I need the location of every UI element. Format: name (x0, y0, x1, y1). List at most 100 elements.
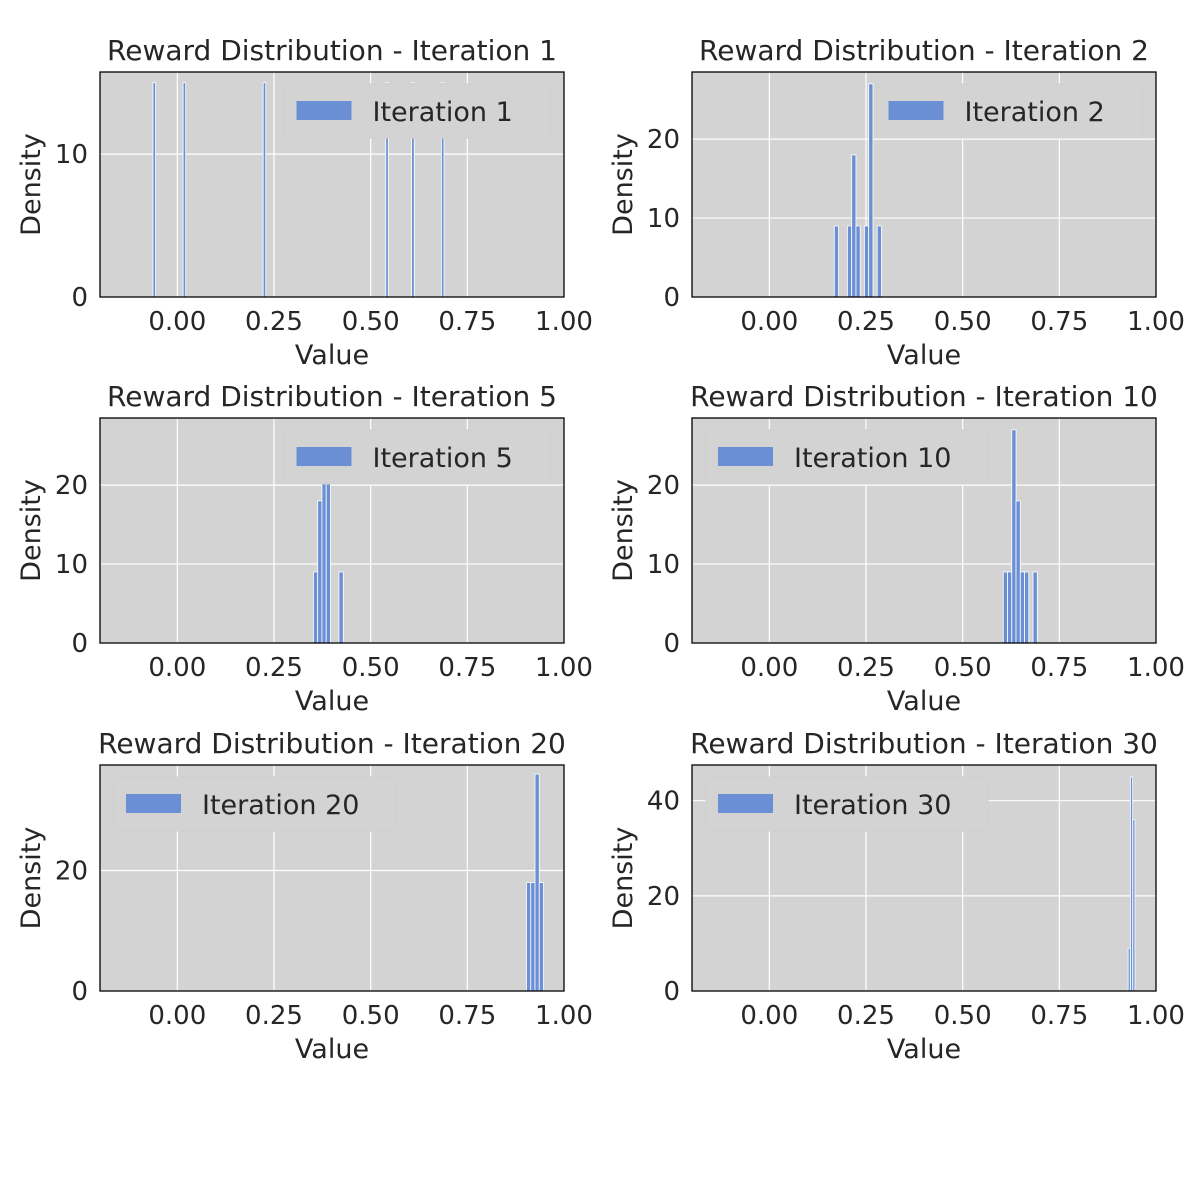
legend-swatch (126, 794, 181, 813)
subplot-4: 0.00 0.25 0.50 0.75 1.00 0 10 20 Value Density Rew… (608, 380, 1185, 717)
x-tick-label: 0.50 (342, 307, 400, 337)
legend-box (705, 776, 989, 832)
histogram-bar (526, 882, 532, 992)
axes-frame (691, 71, 1157, 298)
histogram-bar (338, 571, 344, 644)
x-tick-label: 0.00 (740, 307, 798, 337)
y-tick-label: 0 (663, 629, 680, 659)
y-tick-label: 20 (647, 882, 680, 912)
subplot-2: 0.00 0.25 0.50 0.75 1.00 0 10 20 Value Density Rew… (608, 34, 1185, 371)
subplot-1: 0.00 0.25 0.50 0.75 1.00 0 10 Value Density Rewar… (16, 34, 593, 371)
y-tick-label: 20 (55, 856, 88, 886)
x-tick-label: 0.25 (837, 653, 895, 683)
subplot-5: 0.00 0.25 0.50 0.75 1.00 0 20 Value Density Rewar… (16, 727, 593, 1065)
histogram-bar (313, 571, 319, 644)
x-tick-label: 0.50 (342, 1001, 400, 1031)
axes-frame (99, 71, 565, 298)
x-tick-label: 0.25 (837, 307, 895, 337)
histogram-bar (868, 83, 874, 298)
y-tick-label: 20 (55, 471, 88, 501)
legend-swatch (888, 101, 944, 120)
subplot-title: Reward Distribution - Iteration 5 (107, 380, 557, 413)
axes-frame (691, 417, 1157, 644)
y-tick-label: 10 (55, 140, 88, 170)
legend-swatch (718, 794, 773, 813)
y-tick-label: 0 (663, 283, 680, 313)
x-tick-label: 1.00 (535, 307, 593, 337)
x-tick-label: 0.25 (245, 307, 303, 337)
y-tick-label: 20 (647, 471, 680, 501)
histogram-bar (1024, 571, 1030, 644)
legend-label: Iteration 1 (373, 97, 513, 128)
x-axis-label: Value (295, 340, 369, 371)
x-tick-label: 1.00 (535, 1001, 593, 1031)
histogram-bar (262, 82, 267, 298)
x-tick-label: 0.50 (342, 653, 400, 683)
legend-box (876, 83, 1143, 139)
subplot-title: Reward Distribution - Iteration 30 (690, 727, 1158, 760)
x-tick-label: 0.00 (148, 307, 206, 337)
y-axis-label: Density (608, 133, 639, 236)
y-tick-label: 0 (71, 977, 88, 1007)
legend: Iteration 2 (876, 83, 1143, 139)
histogram-bar (538, 882, 544, 992)
legend: Iteration 30 (705, 776, 989, 832)
histogram-bar (864, 225, 870, 298)
axes-frame (691, 764, 1157, 992)
subplot-title: Reward Distribution - Iteration 10 (690, 380, 1158, 413)
legend-swatch (718, 447, 773, 466)
legend: Iteration 20 (113, 776, 397, 832)
y-axis-label: Density (608, 479, 639, 582)
x-tick-label: 0.50 (934, 653, 992, 683)
y-tick-label: 0 (71, 629, 88, 659)
legend: Iteration 5 (284, 429, 551, 485)
histogram-bar (833, 225, 839, 298)
x-axis-label: Value (295, 686, 369, 717)
y-tick-label: 20 (647, 125, 680, 155)
legend-swatch (296, 447, 352, 466)
x-tick-label: 0.25 (245, 1001, 303, 1031)
histogram-bar (1011, 429, 1017, 644)
x-tick-label: 0.00 (148, 1001, 206, 1031)
histogram-bar (1132, 819, 1136, 992)
legend-swatch (296, 101, 352, 120)
y-tick-label: 40 (647, 787, 680, 817)
legend-label: Iteration 30 (794, 790, 951, 821)
y-tick-label: 10 (55, 550, 88, 580)
subplot-title: Reward Distribution - Iteration 1 (107, 34, 557, 67)
subplot-title: Reward Distribution - Iteration 20 (98, 727, 566, 760)
histogram-bar (1007, 571, 1013, 644)
histogram-bar (1019, 571, 1025, 644)
x-axis-label: Value (887, 340, 961, 371)
x-tick-label: 0.00 (148, 653, 206, 683)
x-tick-label: 0.25 (837, 1001, 895, 1031)
y-tick-label: 10 (647, 550, 680, 580)
legend-label: Iteration 20 (202, 790, 359, 821)
x-axis-label: Value (887, 1034, 961, 1065)
histogram-bar (876, 225, 882, 298)
y-tick-label: 0 (663, 977, 680, 1007)
x-tick-label: 0.25 (245, 653, 303, 683)
histogram-bar (182, 82, 187, 298)
subplot-6: 0.00 0.25 0.50 0.75 1.00 0 20 40 Value Density Rew… (608, 727, 1185, 1065)
x-tick-label: 1.00 (1127, 307, 1185, 337)
subplot-3: 0.00 0.25 0.50 0.75 1.00 0 10 20 Value Density Rew… (16, 380, 593, 717)
x-tick-label: 0.50 (934, 1001, 992, 1031)
legend-label: Iteration 5 (373, 443, 513, 474)
histogram-bar (1032, 571, 1038, 644)
y-axis-label: Density (16, 133, 47, 236)
x-axis-label: Value (887, 686, 961, 717)
y-axis-label: Density (16, 479, 47, 582)
subplot-title: Reward Distribution - Iteration 2 (699, 34, 1149, 67)
legend-box (113, 776, 397, 832)
x-tick-label: 1.00 (1127, 653, 1185, 683)
y-tick-label: 0 (71, 283, 88, 313)
histogram-bar (847, 225, 853, 298)
y-axis-label: Density (16, 827, 47, 930)
legend-label: Iteration 2 (965, 97, 1105, 128)
histogram-bar (530, 882, 536, 992)
histogram-bar (1002, 571, 1008, 644)
legend-box (705, 429, 989, 485)
legend-label: Iteration 10 (794, 443, 951, 474)
